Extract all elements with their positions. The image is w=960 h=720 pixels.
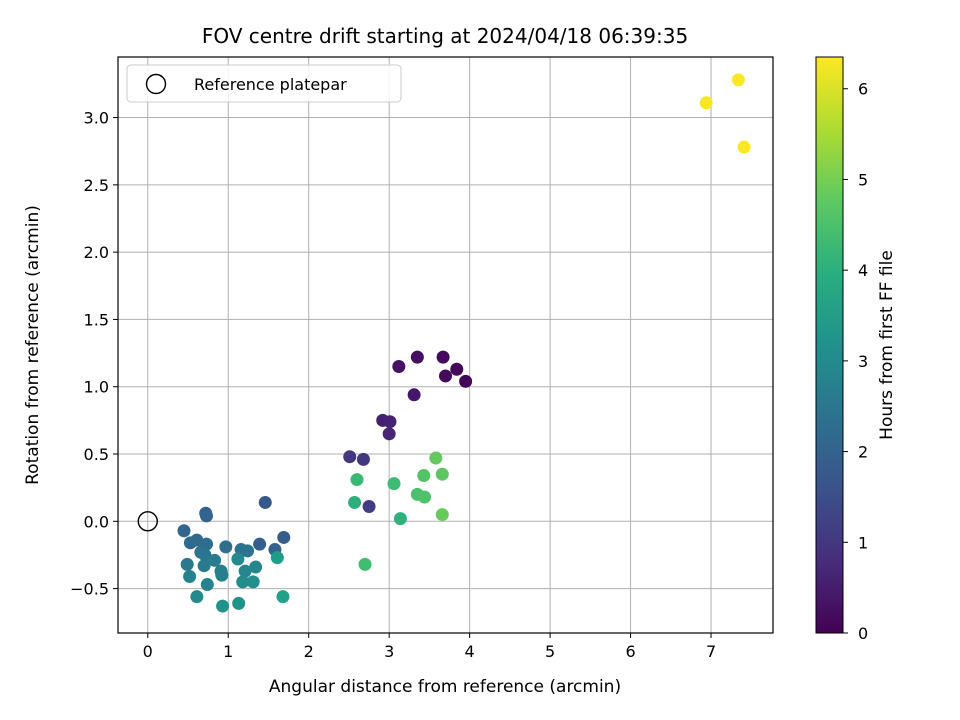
data-point [197,559,211,573]
data-point [246,575,260,589]
reference-marker [137,511,158,532]
data-point [200,509,214,523]
colorbar: 0 1 2 3 4 5 6 Hours from first FF file [815,56,897,643]
data-point [208,553,222,567]
data-point [382,427,396,441]
colorbar-gradient [815,56,844,634]
data-point [215,568,229,582]
data-point [200,578,214,592]
colorbar-ticks: 0 1 2 3 4 5 6 [843,80,868,643]
y-tick-label: 2.5 [84,176,109,195]
data-point [392,360,406,374]
legend-box [126,64,402,103]
data-point [231,552,245,566]
data-point [258,495,272,509]
chart-title: FOV centre drift starting at 2024/04/18 … [202,24,688,48]
y-axis-label: Rotation from reference (arcmin) [23,205,43,485]
data-point [343,450,357,464]
data-point [393,512,407,526]
legend-label: Reference platepar [194,75,347,94]
data-point [418,490,432,504]
data-point [183,569,197,583]
data-point [362,499,376,513]
y-axis: −0.5 0.0 0.5 1.0 1.5 2.0 2.5 3.0 [70,109,118,599]
plot-frame [117,56,774,634]
x-tick-label: 1 [223,642,233,661]
data-point [358,557,372,571]
colorbar-tick-label: 3 [858,352,868,371]
data-point [219,540,233,554]
data-point [276,590,290,604]
data-point [407,388,421,402]
data-point [249,560,263,574]
x-axis: 0 1 2 3 4 5 6 7 [143,633,716,661]
data-point [241,544,255,558]
data-point [731,73,745,87]
data-point [348,495,362,509]
colorbar-label: Hours from first FF file [877,250,897,440]
data-point [232,596,246,610]
x-tick-label: 3 [384,642,394,661]
data-point [436,350,450,364]
data-point [435,508,449,522]
grid [118,57,773,633]
data-point [238,564,252,578]
data-point [435,467,449,481]
x-tick-label: 6 [625,642,635,661]
reference-platepar-point [137,511,158,532]
colorbar-tick-label: 2 [858,443,868,462]
data-point [410,350,424,364]
data-point [350,473,364,487]
y-tick-label: 2.0 [84,243,109,262]
legend-open-circle-icon [145,73,167,95]
data-point [253,537,267,551]
x-tick-label: 5 [545,642,555,661]
data-point [439,369,452,383]
x-tick-label: 7 [706,642,716,661]
data-point [699,96,713,110]
data-point [459,374,473,388]
data-point [277,530,291,544]
data-point [190,590,204,604]
data-points [177,73,751,613]
data-point [387,477,401,491]
y-tick-label: 1.0 [84,378,109,397]
x-tick-label: 0 [143,642,153,661]
data-point [429,451,443,465]
data-point [180,557,194,571]
data-point [450,362,464,376]
data-point [236,575,250,589]
data-point [177,524,191,538]
data-point [270,551,284,565]
colorbar-tick-label: 1 [858,533,868,552]
data-point [383,415,397,429]
data-point [417,469,431,483]
y-tick-label: −0.5 [70,580,109,599]
data-point [737,140,751,154]
y-tick-label: 0.0 [84,512,109,531]
y-tick-label: 3.0 [84,109,109,128]
x-tick-label: 4 [465,642,475,661]
colorbar-tick-label: 0 [858,624,868,643]
colorbar-tick-label: 5 [858,170,868,189]
data-point [356,452,370,466]
colorbar-tick-label: 4 [858,261,868,280]
legend: Reference platepar [126,64,402,103]
y-tick-label: 0.5 [84,445,109,464]
colorbar-tick-label: 6 [858,80,868,99]
x-axis-label: Angular distance from reference (arcmin) [269,677,621,697]
data-point [216,599,230,613]
y-tick-label: 1.5 [84,310,109,329]
data-point [198,548,212,562]
x-tick-label: 2 [304,642,314,661]
